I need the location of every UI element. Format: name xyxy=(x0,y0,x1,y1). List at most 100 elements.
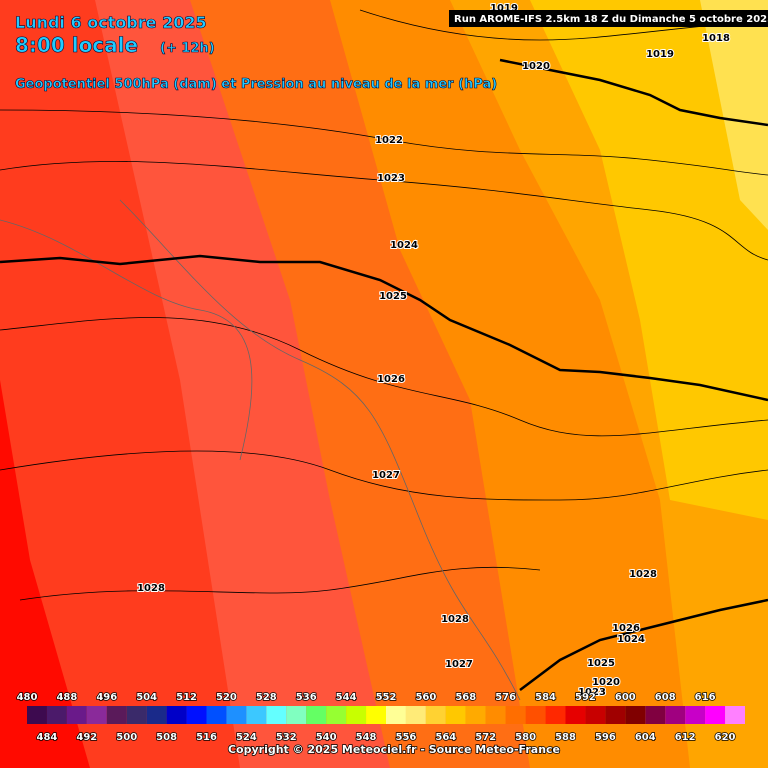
scale-swatch xyxy=(186,706,207,724)
isobar-label: 1025 xyxy=(379,291,407,302)
isobar-label: 1020 xyxy=(592,677,620,688)
isobar-label: 1022 xyxy=(375,135,403,146)
scale-label: 508 xyxy=(156,732,177,743)
scale-label: 548 xyxy=(356,732,377,743)
scale-label: 536 xyxy=(296,692,317,703)
scale-swatch xyxy=(27,706,47,724)
scale-label: 496 xyxy=(96,692,117,703)
scale-swatch xyxy=(246,706,267,724)
isobar-label: 1020 xyxy=(522,61,550,72)
scale-label: 596 xyxy=(595,732,616,743)
scale-swatch xyxy=(386,706,406,724)
isobar-label: 1025 xyxy=(587,658,615,669)
scale-swatch xyxy=(485,706,506,724)
isobar-label: 1026 xyxy=(377,374,405,385)
scale-swatch xyxy=(86,706,107,724)
time: 8:00 locale xyxy=(15,33,138,57)
scale-swatch xyxy=(605,706,626,724)
scale-label: 492 xyxy=(76,732,97,743)
scale-label: 488 xyxy=(56,692,77,703)
scale-label: 512 xyxy=(176,692,197,703)
scale-label: 608 xyxy=(655,692,676,703)
isobar-label: 1024 xyxy=(617,634,645,645)
scale-label: 576 xyxy=(495,692,516,703)
scale-label: 560 xyxy=(415,692,436,703)
scale-swatch xyxy=(625,706,646,724)
scale-swatch xyxy=(166,706,187,724)
scale-swatch xyxy=(545,706,566,724)
scale-swatch xyxy=(366,706,386,724)
scale-label: 552 xyxy=(376,692,397,703)
run-box xyxy=(449,10,768,27)
scale-swatch xyxy=(725,706,745,724)
scale-label: 520 xyxy=(216,692,237,703)
scale-swatch xyxy=(685,706,706,724)
scale-label: 528 xyxy=(256,692,277,703)
scale-swatch xyxy=(66,706,87,724)
scale-label: 600 xyxy=(615,692,636,703)
scale-swatch xyxy=(705,706,726,724)
scale-label: 588 xyxy=(555,732,576,743)
scale-swatch xyxy=(405,706,426,724)
scale-label: 612 xyxy=(675,732,696,743)
isobar-label: 1026 xyxy=(612,623,640,634)
scale-label: 604 xyxy=(635,732,656,743)
isobar-label: 1027 xyxy=(372,470,400,481)
scale-swatch xyxy=(226,706,247,724)
scale-swatch xyxy=(106,706,127,724)
scale-swatch xyxy=(146,706,167,724)
scale-swatch xyxy=(445,706,466,724)
isobar-label: 1024 xyxy=(390,240,418,251)
scale-label: 484 xyxy=(37,732,58,743)
scale-label: 620 xyxy=(715,732,736,743)
isobar-label: 1028 xyxy=(441,614,469,625)
parameter: Geopotentiel 500hPa (dam) et Pression au… xyxy=(15,77,497,92)
scale-swatch xyxy=(306,706,327,724)
scale-swatch xyxy=(505,706,526,724)
isobar-label: 1028 xyxy=(629,569,657,580)
date: Lundi 6 octobre 2025 xyxy=(15,13,207,32)
scale-label: 556 xyxy=(396,732,417,743)
isobar-label: 1019 xyxy=(646,49,674,60)
scale-swatch xyxy=(286,706,307,724)
isobar-label: 1018 xyxy=(702,33,730,44)
scale-label: 572 xyxy=(475,732,496,743)
isobar-label: 1023 xyxy=(377,173,405,184)
scale-swatch xyxy=(525,706,546,724)
isobar-label: 1027 xyxy=(445,659,473,670)
scale-swatch xyxy=(126,706,147,724)
scale-swatch xyxy=(206,706,227,724)
lead-time: (+ 12h) xyxy=(160,41,215,56)
scale-label: 480 xyxy=(17,692,38,703)
run-info: Run AROME-IFS 2.5km 18 Z du Dimanche 5 o… xyxy=(454,14,768,25)
copyright: Copyright © 2025 Meteociel.fr - Source M… xyxy=(228,743,560,756)
scale-swatch xyxy=(645,706,666,724)
scale-label: 592 xyxy=(575,692,596,703)
scale-swatch xyxy=(585,706,606,724)
scale-label: 504 xyxy=(136,692,157,703)
scale-swatch xyxy=(465,706,486,724)
scale-swatch xyxy=(326,706,347,724)
scale-swatch xyxy=(425,706,446,724)
scale-label: 532 xyxy=(276,732,297,743)
isobars xyxy=(0,9,768,701)
scale-label: 544 xyxy=(336,692,357,703)
isobar-label: 1028 xyxy=(137,583,165,594)
color-scale: 480 484 488 492 496 500 504 508 512 516 520 524 528 5… xyxy=(16,691,745,744)
scale-swatch xyxy=(565,706,586,724)
scale-label: 516 xyxy=(196,732,217,743)
scale-label: 568 xyxy=(455,692,476,703)
scale-label: 580 xyxy=(515,732,536,743)
scale-label: 500 xyxy=(116,732,137,743)
header: Lundi 6 octobre 2025 8:00 locale (+ 12h)… xyxy=(15,10,768,92)
scale-swatch xyxy=(665,706,686,724)
scale-label: 584 xyxy=(535,692,556,703)
scale-label: 564 xyxy=(435,732,456,743)
scale-swatch xyxy=(266,706,287,724)
borders xyxy=(0,58,768,691)
scale-label: 524 xyxy=(236,732,257,743)
isobar-label: 1023 xyxy=(578,687,606,698)
